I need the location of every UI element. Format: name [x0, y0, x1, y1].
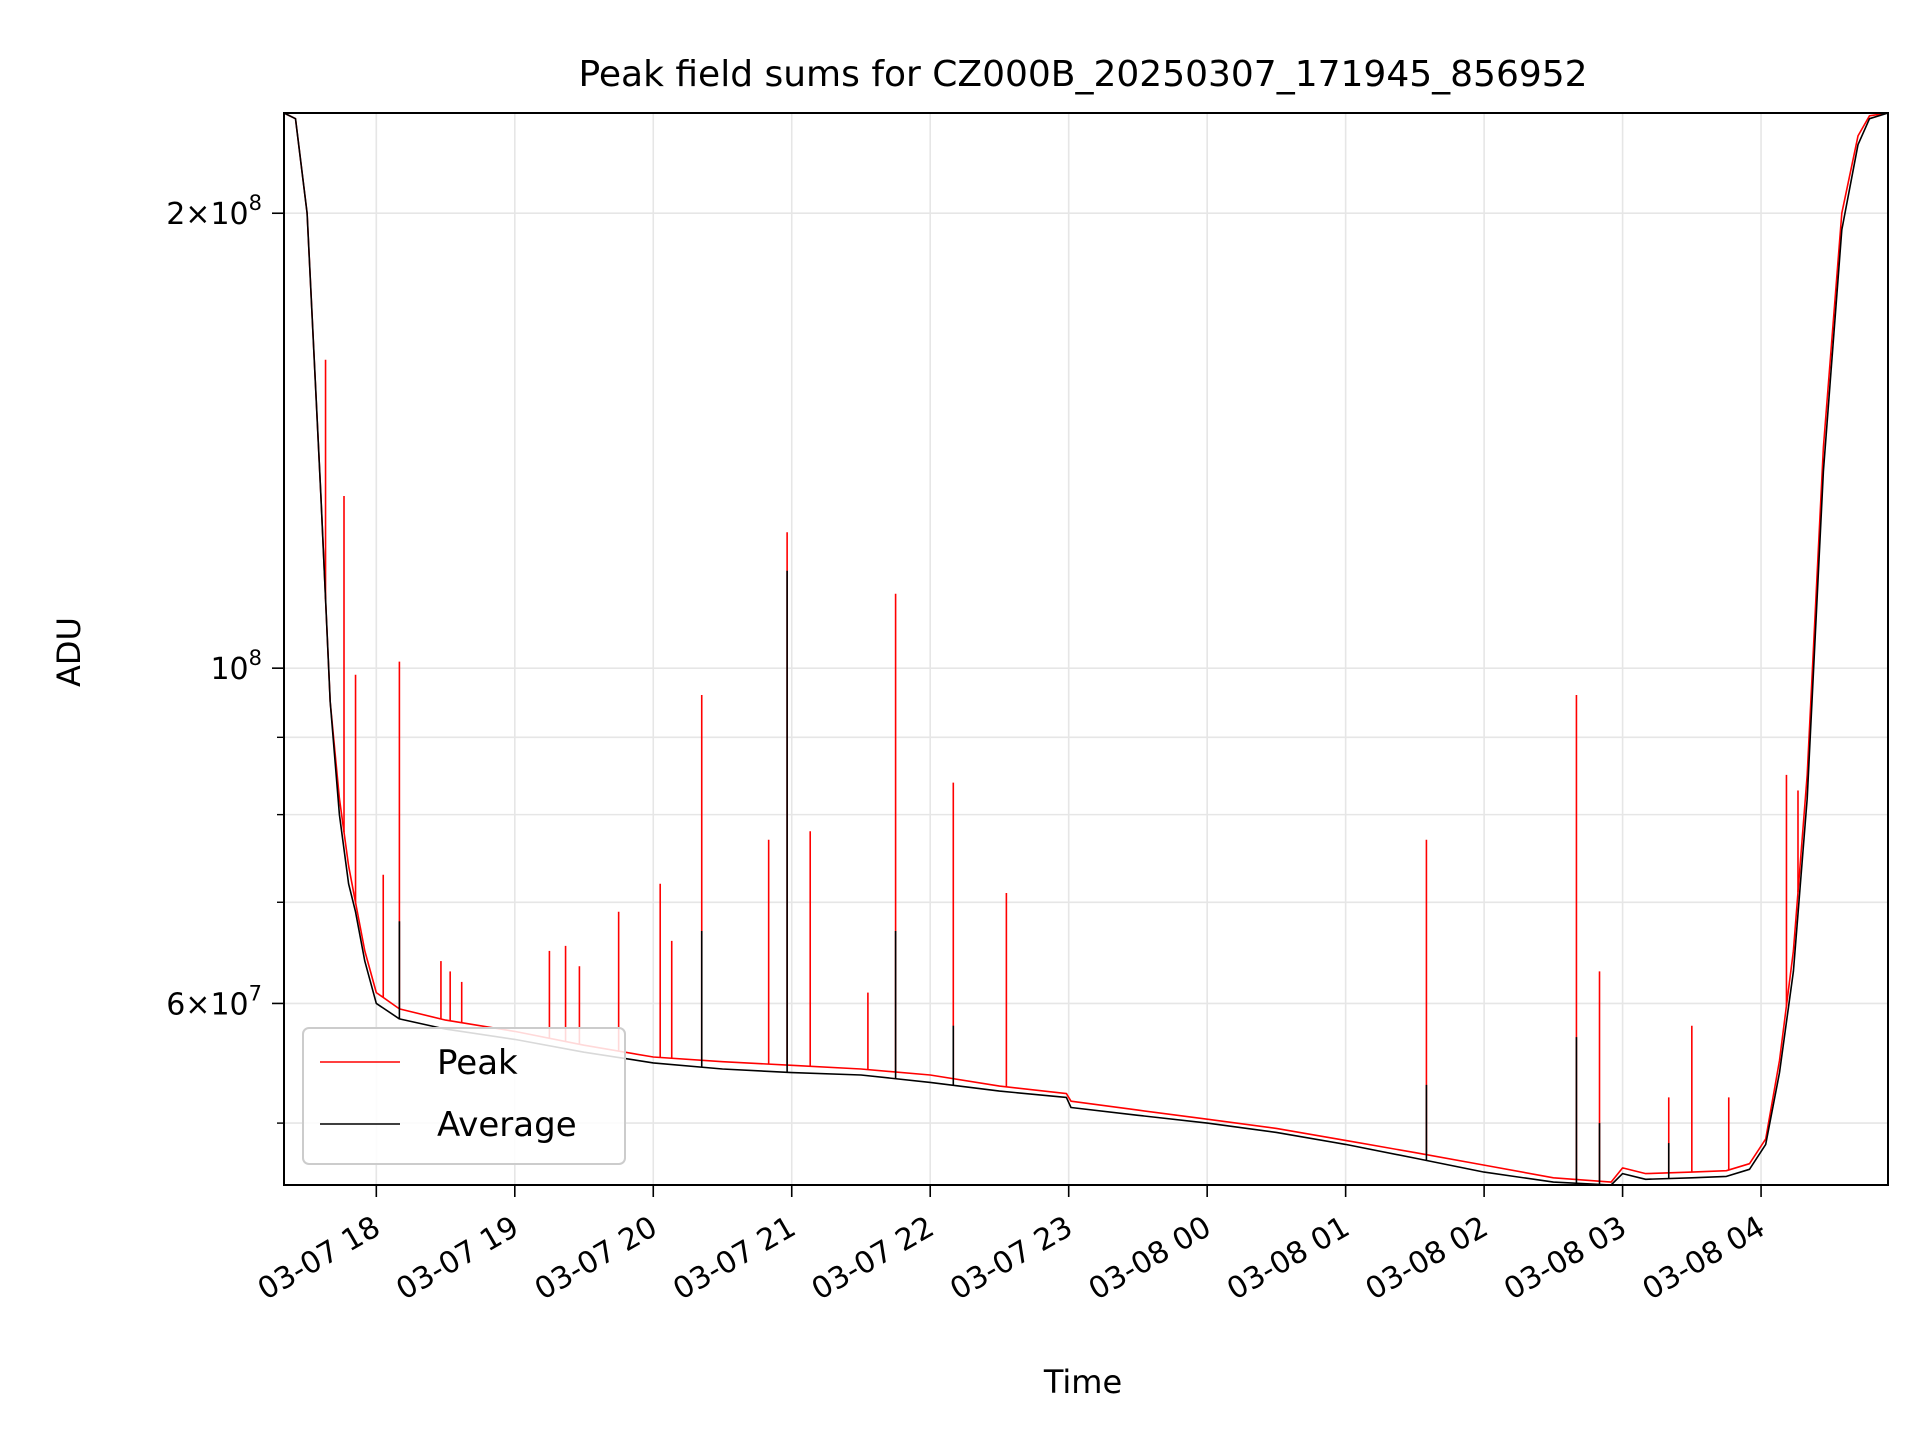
y-tick-exponent: 8	[249, 646, 262, 670]
y-tick-base: 10	[210, 197, 248, 232]
legend: Peak Average	[302, 1027, 626, 1165]
y-tick-times: ×	[185, 197, 210, 232]
y-tick-base: 10	[210, 652, 248, 687]
y-tick-mantissa: 2	[166, 197, 185, 232]
series-average-line	[283, 112, 1889, 1186]
legend-label-average: Average	[437, 1105, 577, 1145]
y-tick-label: 108	[210, 646, 262, 687]
y-tick-mantissa: 6	[166, 987, 185, 1022]
series-average	[283, 112, 1889, 1186]
chart-title: Peak field sums for CZ000B_20250307_1719…	[578, 54, 1587, 95]
y-axis-label: ADU	[50, 617, 88, 687]
y-tick-label: 6×107	[166, 981, 262, 1022]
y-tick-times: ×	[185, 987, 210, 1022]
series-layer	[283, 112, 1889, 1186]
series-peak-line	[283, 112, 1889, 1183]
legend-label-peak: Peak	[437, 1043, 518, 1083]
x-axis-label: Time	[1043, 1363, 1122, 1401]
series-peak	[283, 112, 1889, 1183]
y-tick-exponent: 8	[249, 191, 262, 215]
y-tick-label: 2×108	[166, 191, 262, 232]
y-tick-exponent: 7	[249, 981, 262, 1005]
plot-frame	[283, 112, 1889, 1186]
y-tick-base: 10	[210, 987, 248, 1022]
